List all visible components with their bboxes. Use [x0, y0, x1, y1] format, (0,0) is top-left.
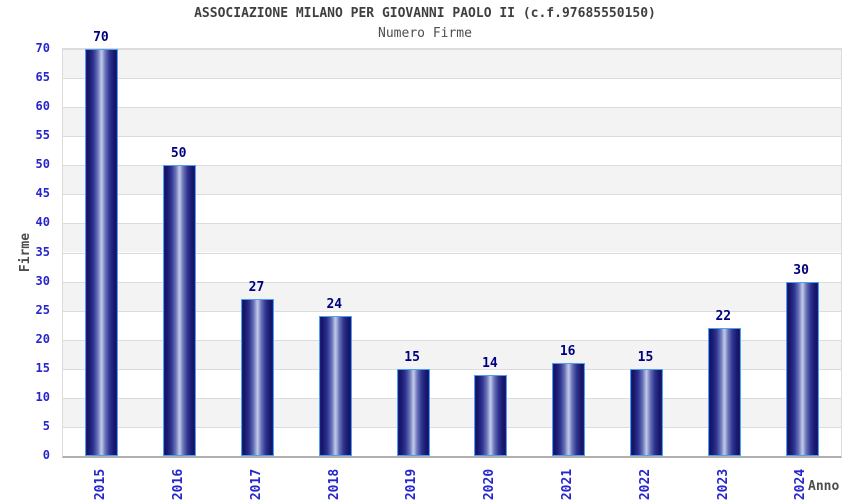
- x-axis-title: Anno: [808, 479, 840, 494]
- bar-value-label: 14: [482, 355, 498, 371]
- gridline: [63, 49, 841, 50]
- y-tick-label: 70: [35, 41, 50, 55]
- y-axis-title-label: Firme: [18, 232, 34, 272]
- gridline: [63, 136, 841, 138]
- bar-2020: [474, 374, 508, 456]
- gridline: [63, 310, 841, 312]
- y-tick-label: 25: [35, 302, 50, 317]
- y-tick-label: 20: [35, 331, 50, 346]
- plot-band: [63, 107, 841, 137]
- gridline: [63, 252, 841, 254]
- chart-subtitle: Numero Firme: [378, 26, 472, 41]
- bar-value-label: 50: [170, 146, 187, 162]
- y-tick-label: 5: [42, 418, 50, 433]
- bar-value-label: 22: [715, 309, 732, 325]
- gridline: [63, 165, 841, 167]
- gridline: [63, 78, 841, 80]
- gridline: [63, 194, 841, 196]
- gridline: [63, 107, 841, 109]
- bar-value-label: 16: [559, 343, 576, 359]
- x-tick-label: 2020: [482, 468, 498, 500]
- x-tick-label: 2022: [638, 468, 653, 500]
- y-tick-label: 55: [35, 128, 50, 143]
- bar-value-label: 70: [93, 30, 109, 45]
- bar-value-label: 24: [326, 297, 343, 313]
- y-axis-title: Firme: [0, 232, 64, 272]
- bar-value-label: 30: [793, 262, 809, 278]
- gridline: [63, 426, 841, 428]
- y-tick-label: 60: [35, 99, 50, 114]
- y-tick-label: 65: [35, 70, 50, 85]
- bar-2022: [630, 368, 663, 456]
- bar-2024: [785, 281, 819, 456]
- x-tick-label: 2017: [249, 468, 264, 500]
- x-tick-label: 2021: [560, 468, 576, 500]
- y-tick-label: 35: [35, 244, 50, 259]
- y-tick-label: 30: [35, 273, 50, 288]
- chart-title: ASSOCIAZIONE MILANO PER GIOVANNI PAOLO I…: [194, 6, 656, 21]
- bar-value-label: 15: [637, 349, 654, 365]
- bar-2018: [318, 316, 352, 456]
- gridline: [63, 368, 841, 370]
- y-tick-label: 40: [35, 215, 50, 230]
- x-tick-label: 2015: [93, 468, 109, 500]
- y-tick-label: 0: [42, 448, 50, 462]
- gridline: [63, 339, 841, 341]
- bar-2019: [396, 368, 430, 456]
- bar-2015: [85, 49, 119, 456]
- plot-area: [62, 48, 842, 458]
- gridline: [63, 281, 841, 283]
- y-tick-label: 45: [35, 186, 50, 201]
- bar-2021: [552, 362, 586, 456]
- x-tick-label: 2016: [171, 468, 187, 500]
- gridline: [63, 397, 841, 399]
- x-tick-label: 2018: [326, 468, 342, 500]
- gridline: [63, 223, 841, 225]
- y-tick-label: 10: [35, 389, 50, 404]
- bar-value-label: 15: [404, 349, 420, 365]
- plot-band: [63, 49, 841, 79]
- y-tick-label: 15: [35, 360, 50, 375]
- bar-2023: [707, 328, 741, 456]
- bar-2016: [163, 165, 197, 456]
- y-tick-label: 50: [35, 157, 50, 172]
- bar-value-label: 27: [248, 280, 265, 295]
- x-tick-label: 2023: [715, 468, 731, 500]
- bar-2017: [241, 299, 274, 456]
- x-tick-label: 2019: [404, 468, 420, 500]
